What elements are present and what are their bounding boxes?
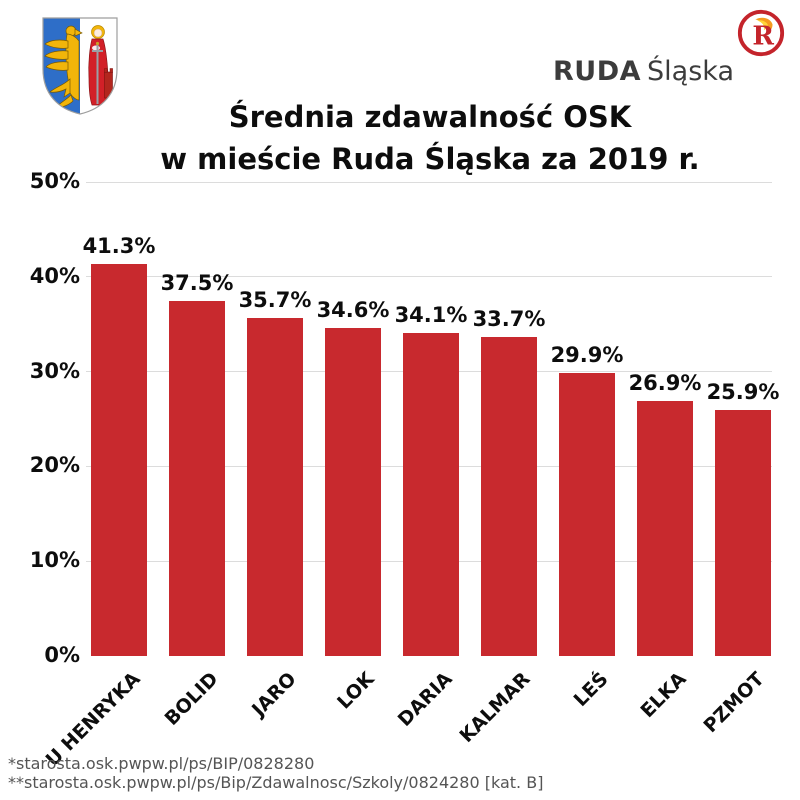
logo-brand-text: RUDA Śląska — [553, 56, 734, 87]
bar — [169, 300, 225, 656]
bar-value-label: 29.9% — [550, 342, 624, 367]
x-axis-tick-label: BOLID — [160, 668, 223, 730]
bar — [637, 400, 693, 656]
x-axis-tick-label: KALMAR — [455, 668, 535, 748]
bar-value-label: 34.1% — [394, 302, 468, 327]
bar-value-label: 33.7% — [472, 306, 546, 331]
bar-value-label: 25.9% — [706, 380, 780, 405]
bar-value-label: 26.9% — [628, 370, 702, 395]
bar-value-label: 34.6% — [316, 297, 390, 322]
x-axis-tick-label: LOK — [333, 668, 379, 714]
x-axis-tick-label: ELKA — [636, 668, 691, 723]
y-axis-tick-label: 0% — [44, 643, 80, 667]
x-axis-tick-label: LEŚ — [569, 668, 613, 711]
bar-value-label: 37.5% — [160, 270, 234, 295]
source-note-2: **starosta.osk.pwpw.pl/ps/Bip/Zdawalnosc… — [8, 773, 544, 792]
bar — [91, 264, 147, 656]
x-axis-tick-label: JARO — [247, 668, 301, 721]
gridline — [86, 276, 772, 278]
y-axis-tick-label: 50% — [29, 169, 80, 193]
source-notes: *starosta.osk.pwpw.pl/ps/BIP/0828280 **s… — [8, 754, 543, 792]
bar-value-label: 41.3% — [82, 234, 156, 259]
gridline — [86, 181, 772, 183]
city-logo: R RUDA Śląska — [536, 8, 786, 88]
chart-title: Średnia zdawalność OSK w mieście Ruda Śl… — [60, 96, 800, 180]
chart-title-line1: Średnia zdawalność OSK — [228, 100, 632, 134]
bar-value-label: 35.7% — [238, 287, 312, 312]
logo-mark-icon: R — [737, 9, 785, 57]
y-axis-tick-label: 20% — [29, 453, 80, 478]
logo-monogram: R — [752, 22, 774, 52]
y-axis-tick-label: 30% — [29, 358, 80, 383]
logo-brand-bold: RUDA — [553, 56, 642, 87]
coat-of-arms-icon — [42, 17, 118, 115]
bar — [325, 327, 381, 656]
y-axis-tick-label: 10% — [29, 548, 80, 573]
source-note-1: *starosta.osk.pwpw.pl/ps/BIP/0828280 — [8, 754, 315, 773]
bar — [481, 336, 537, 656]
chart-title-line2: w mieście Ruda Śląska za 2019 r. — [160, 142, 700, 176]
y-axis-tick-label: 40% — [29, 263, 80, 288]
bar — [715, 410, 771, 656]
bar — [247, 317, 303, 656]
bar — [559, 372, 615, 656]
logo-brand-light: Śląska — [647, 56, 734, 87]
x-axis-tick-label: PZMOT — [699, 668, 769, 738]
bar — [403, 332, 459, 656]
x-axis-tick-label: DARIA — [393, 668, 457, 731]
